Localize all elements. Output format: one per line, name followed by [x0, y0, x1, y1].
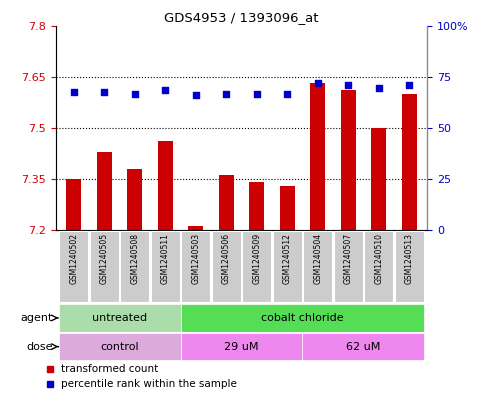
- Point: [161, 87, 169, 94]
- Point: [375, 84, 383, 91]
- FancyBboxPatch shape: [59, 231, 88, 302]
- Point: [314, 80, 322, 86]
- FancyBboxPatch shape: [120, 231, 149, 302]
- FancyBboxPatch shape: [303, 231, 332, 302]
- Text: untreated: untreated: [92, 313, 147, 323]
- FancyBboxPatch shape: [272, 231, 302, 302]
- FancyBboxPatch shape: [181, 231, 211, 302]
- Text: percentile rank within the sample: percentile rank within the sample: [61, 379, 237, 389]
- FancyBboxPatch shape: [334, 231, 363, 302]
- Bar: [371, 128, 386, 230]
- Bar: [249, 182, 264, 230]
- Title: GDS4953 / 1393096_at: GDS4953 / 1393096_at: [164, 11, 319, 24]
- Text: GSM1240507: GSM1240507: [344, 233, 353, 284]
- Point: [222, 90, 230, 97]
- FancyBboxPatch shape: [395, 231, 424, 302]
- Text: control: control: [100, 342, 139, 352]
- Text: GSM1240505: GSM1240505: [100, 233, 109, 284]
- Point: [70, 89, 78, 95]
- Text: GSM1240509: GSM1240509: [252, 233, 261, 284]
- Bar: [280, 185, 295, 230]
- FancyBboxPatch shape: [58, 304, 181, 332]
- Text: transformed count: transformed count: [61, 364, 158, 374]
- FancyBboxPatch shape: [302, 333, 425, 360]
- Text: GSM1240502: GSM1240502: [70, 233, 78, 284]
- Point: [192, 92, 199, 99]
- Bar: [219, 175, 234, 230]
- Text: dose: dose: [27, 342, 53, 352]
- Bar: [401, 94, 417, 230]
- Point: [284, 91, 291, 97]
- Bar: [97, 152, 112, 230]
- Text: 62 uM: 62 uM: [346, 342, 381, 352]
- Bar: [66, 179, 82, 230]
- Bar: [341, 90, 356, 230]
- FancyBboxPatch shape: [364, 231, 393, 302]
- FancyBboxPatch shape: [212, 231, 241, 302]
- Bar: [310, 83, 326, 230]
- Text: cobalt chloride: cobalt chloride: [261, 313, 344, 323]
- Point: [253, 90, 261, 97]
- FancyBboxPatch shape: [151, 231, 180, 302]
- Bar: [188, 226, 203, 230]
- FancyBboxPatch shape: [242, 231, 271, 302]
- Text: GSM1240510: GSM1240510: [374, 233, 383, 284]
- Text: GSM1240506: GSM1240506: [222, 233, 231, 284]
- FancyBboxPatch shape: [181, 333, 302, 360]
- Text: GSM1240513: GSM1240513: [405, 233, 413, 284]
- Point: [100, 89, 108, 95]
- Text: GSM1240512: GSM1240512: [283, 233, 292, 284]
- Text: GSM1240504: GSM1240504: [313, 233, 322, 284]
- FancyBboxPatch shape: [90, 231, 119, 302]
- Point: [344, 82, 352, 88]
- Text: agent: agent: [21, 313, 53, 323]
- Text: GSM1240511: GSM1240511: [161, 233, 170, 284]
- Bar: [157, 141, 173, 230]
- Text: 29 uM: 29 uM: [224, 342, 259, 352]
- FancyBboxPatch shape: [181, 304, 425, 332]
- Bar: [127, 169, 142, 230]
- Text: GSM1240508: GSM1240508: [130, 233, 139, 284]
- Point: [405, 82, 413, 88]
- Text: GSM1240503: GSM1240503: [191, 233, 200, 284]
- Point: [131, 90, 139, 97]
- FancyBboxPatch shape: [58, 333, 181, 360]
